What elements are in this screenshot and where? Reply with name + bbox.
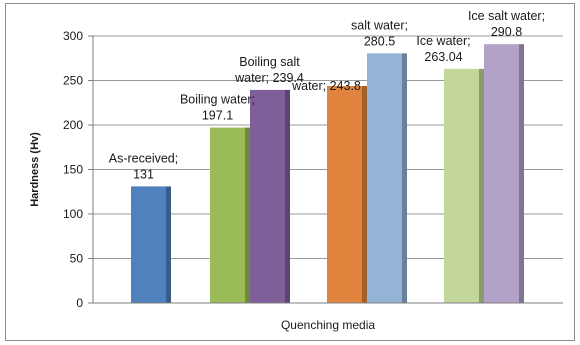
bar-side (285, 89, 290, 304)
data-label: Boiling salt (239, 55, 300, 69)
y-tick-label: 300 (63, 29, 83, 43)
y-tick-label: 100 (63, 207, 83, 221)
bar (367, 53, 402, 304)
data-label: 290.8 (491, 25, 522, 39)
x-axis-title: Quenching media (281, 318, 375, 332)
data-label: As-received; (109, 151, 178, 165)
bars (131, 44, 524, 304)
y-axis-title: Hardness (Hv) (29, 132, 41, 207)
data-label: water; 239.4 (234, 71, 304, 85)
data-labels: As-received; 131 Boiling water; 197.1 Boilin… (109, 9, 545, 181)
bar-side (479, 68, 484, 303)
y-tick-label: 50 (70, 252, 84, 266)
y-tick-label: 0 (76, 296, 83, 310)
data-label: 197.1 (202, 109, 233, 123)
data-label: salt water; (351, 18, 408, 32)
bar (250, 89, 285, 304)
bar-side (166, 186, 171, 303)
bar (444, 68, 479, 303)
y-axis-ticks: 0 50 100 150 200 250 300 (63, 29, 93, 310)
bar (210, 127, 245, 304)
bar-side (245, 127, 250, 304)
bar-side (402, 53, 407, 304)
bar (484, 44, 519, 304)
bar-side (362, 86, 367, 303)
data-label: Ice salt water; (468, 9, 545, 23)
data-label: 263.04 (424, 50, 462, 64)
data-label: 280.5 (364, 34, 395, 48)
bar (131, 186, 166, 303)
y-tick-label: 250 (63, 74, 83, 88)
y-tick-label: 150 (63, 163, 83, 177)
bar-side (519, 44, 524, 304)
y-tick-label: 200 (63, 118, 83, 132)
data-label: 131 (133, 167, 154, 181)
data-label: Ice water; (416, 34, 470, 48)
data-label: water; 243.8 (291, 79, 361, 93)
data-label: Boiling water; (180, 93, 255, 107)
bar (327, 86, 362, 303)
